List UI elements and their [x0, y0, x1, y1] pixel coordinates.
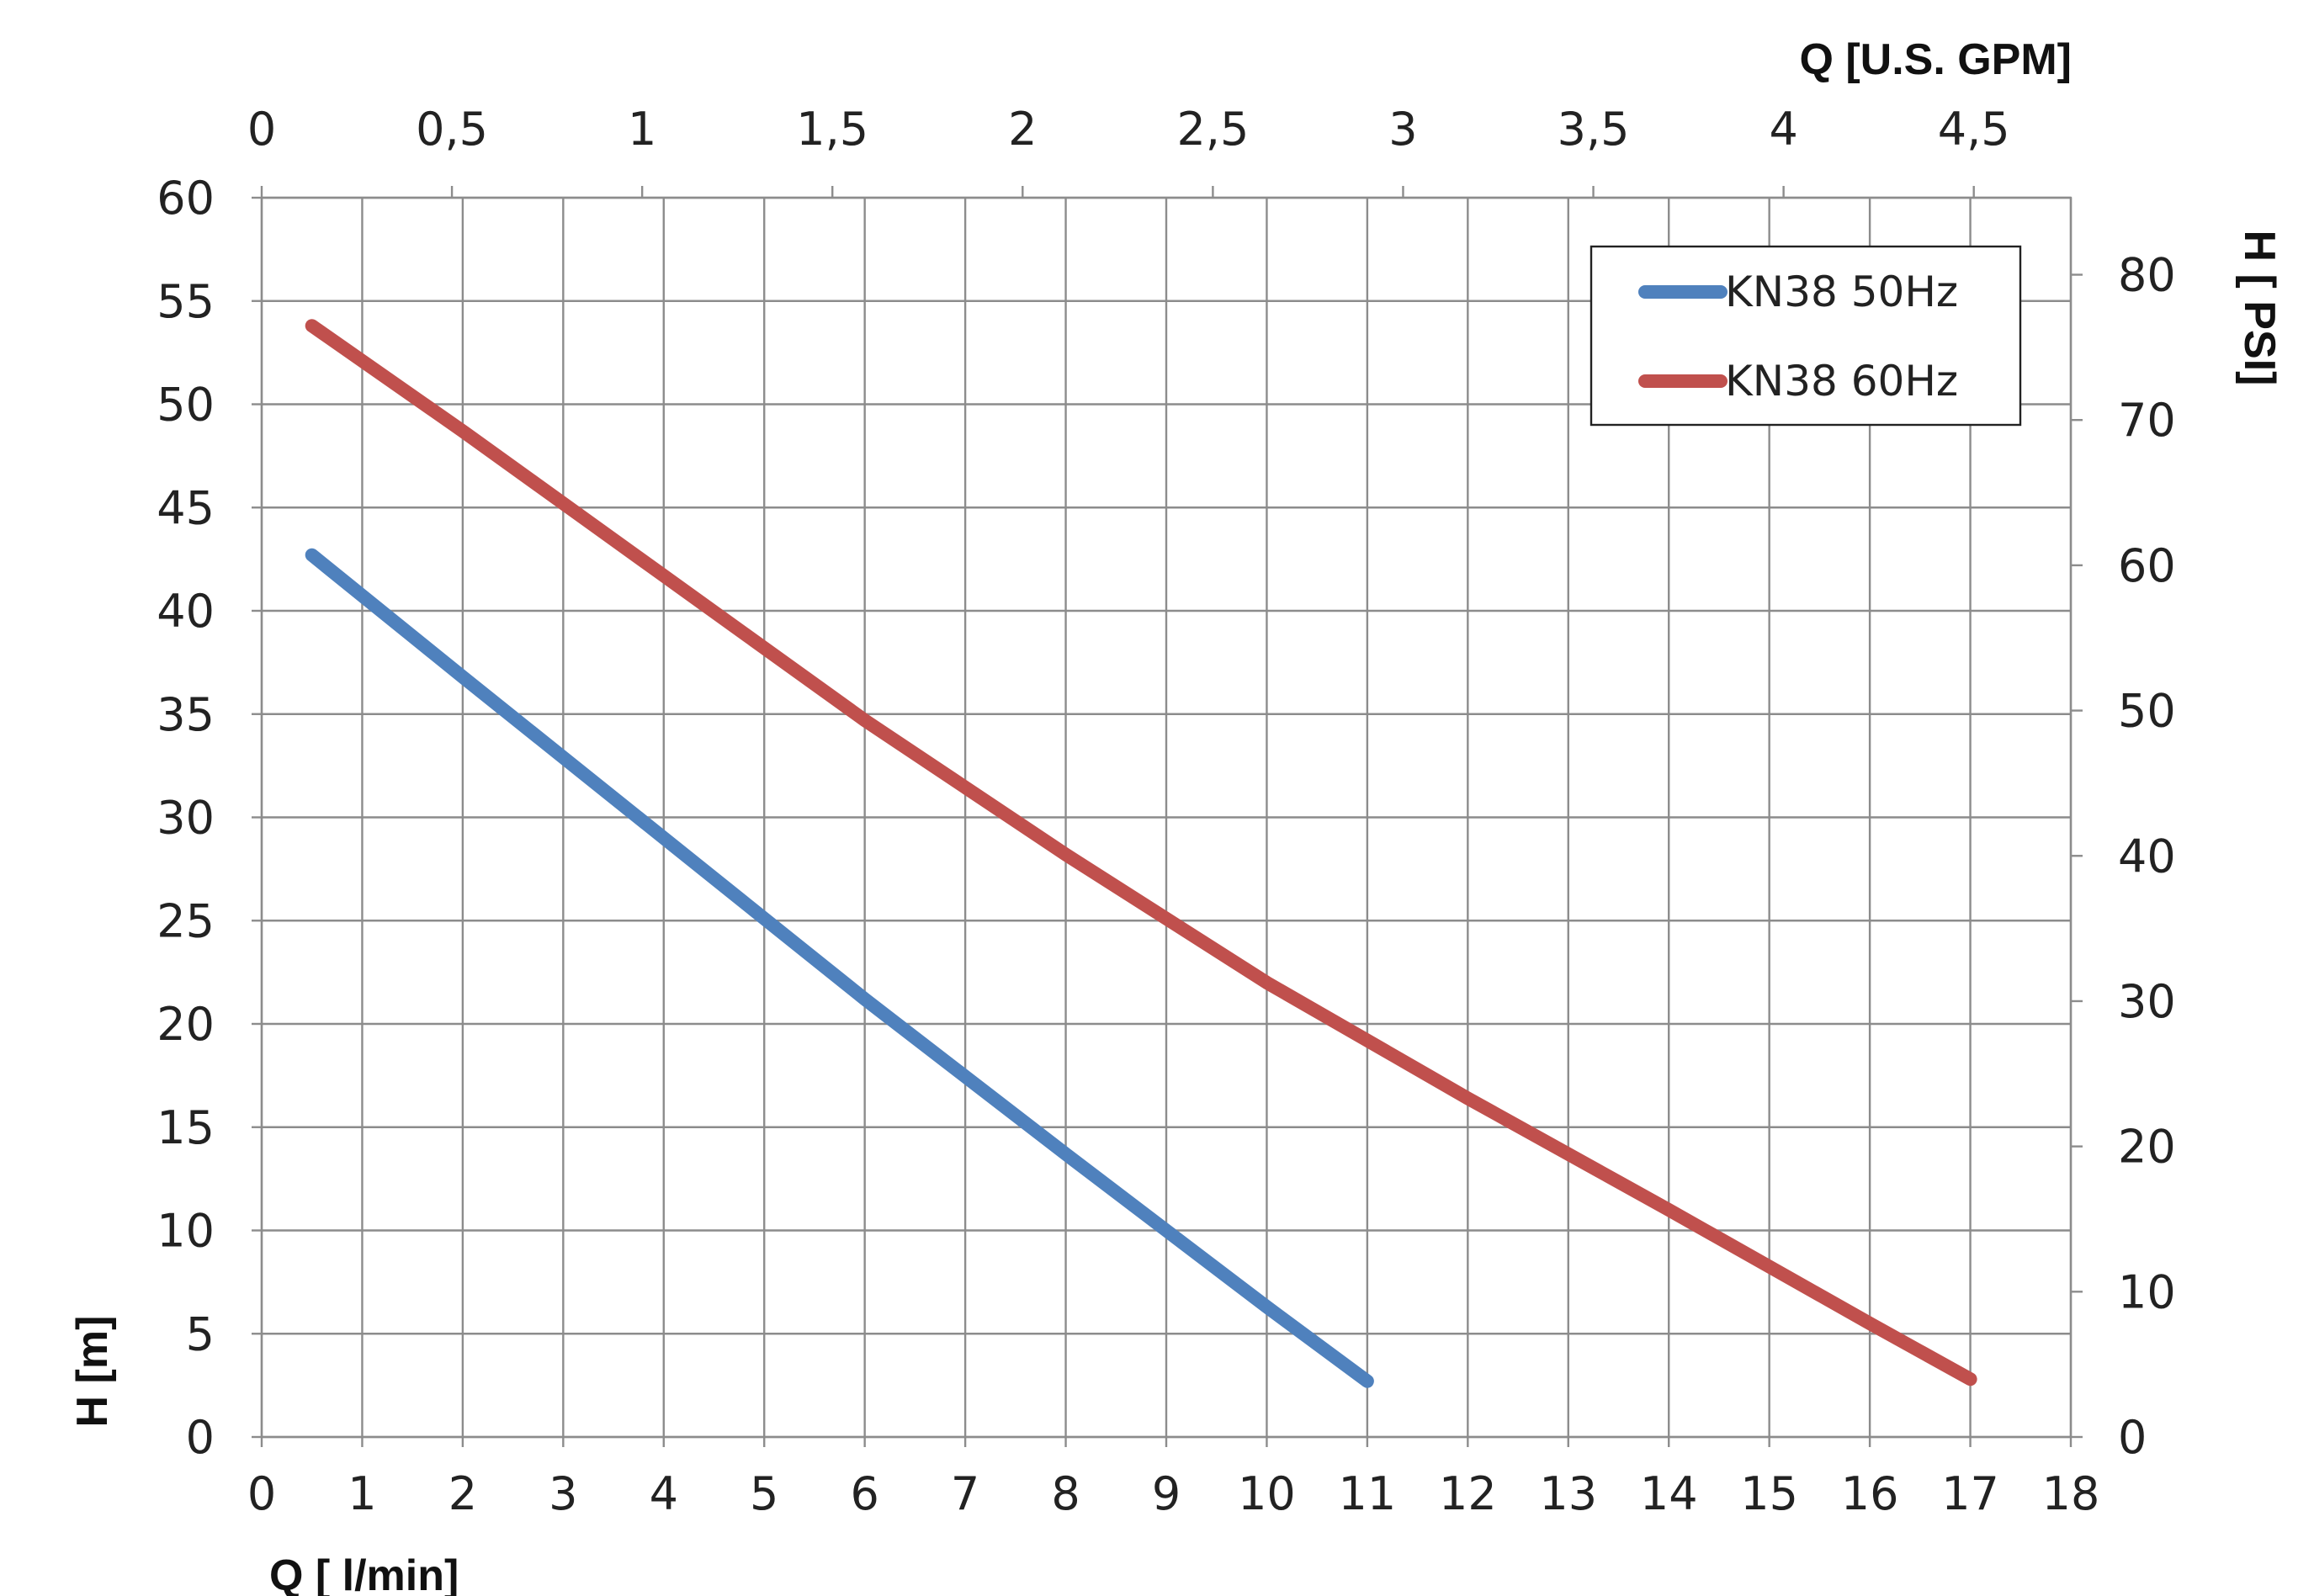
- series-lines: [305, 319, 1977, 1388]
- x-bottom-tick-label: 6: [850, 1467, 878, 1520]
- y-left-tick-label: 60: [157, 172, 215, 225]
- x-bottom-tick-label: 2: [448, 1467, 477, 1520]
- x-top-tick-label: 0: [247, 103, 276, 156]
- x-bottom-tick-label: 9: [1152, 1467, 1181, 1520]
- x-top-tick-label: 3,5: [1558, 103, 1630, 156]
- x-bottom-tick-label: 7: [951, 1467, 979, 1520]
- x-top-tick-label: 0,5: [416, 103, 488, 156]
- x-bottom-tick-label: 3: [549, 1467, 577, 1520]
- axes: [252, 186, 2083, 1447]
- y-right-tick-label: 40: [2118, 830, 2176, 883]
- x-bottom-tick-label: 16: [1841, 1467, 1899, 1520]
- x-bottom-tick-label: 11: [1339, 1467, 1397, 1520]
- y-right-tick-label: 50: [2118, 685, 2176, 738]
- legend: KN38 50Hz KN38 60Hz: [1590, 245, 2022, 427]
- x-top-tick-label: 3: [1388, 103, 1417, 156]
- series-line-50hz: [305, 548, 1374, 1388]
- y-left-axis-title: H [m]: [68, 1316, 117, 1428]
- y-right-tick-label: 20: [2118, 1121, 2176, 1174]
- y-right-axis-title: H [ PSI]: [2235, 231, 2284, 386]
- x-bottom-tick-label: 14: [1640, 1467, 1698, 1520]
- y-left-tick-label: 25: [157, 894, 215, 947]
- x-top-tick-label: 4,5: [1938, 103, 2010, 156]
- y-left-tick-label: 0: [186, 1411, 215, 1464]
- x-top-tick-label: 1: [628, 103, 656, 156]
- x-top-tick-label: 1,5: [796, 103, 868, 156]
- legend-box: [1590, 245, 2022, 427]
- x-top-axis-title: Q [U.S. GPM]: [1799, 35, 2072, 84]
- y-left-tick-label: 10: [157, 1205, 215, 1258]
- x-bottom-tick-label: 18: [2042, 1467, 2100, 1520]
- x-bottom-tick-label: 10: [1238, 1467, 1296, 1520]
- x-bottom-tick-label: 1: [348, 1467, 376, 1520]
- legend-label-60hz: KN38 60Hz: [1725, 357, 1958, 406]
- y-left-tick-label: 30: [157, 792, 215, 845]
- x-bottom-tick-label: 5: [750, 1467, 778, 1520]
- x-bottom-tick-label: 8: [1051, 1467, 1080, 1520]
- y-right-tick-label: 60: [2118, 539, 2176, 592]
- x-bottom-tick-label: 15: [1740, 1467, 1798, 1520]
- y-left-tick-label: 45: [157, 481, 215, 534]
- y-left-tick-label: 15: [157, 1101, 215, 1154]
- y-right-tick-label: 80: [2118, 249, 2176, 302]
- plot-frame: [260, 196, 2073, 1439]
- x-top-tick-label: 4: [1769, 103, 1797, 156]
- tick-labels: 0 1 2 3 4 5 6 7 8 9 10 11 12 13 14 15 16 17 18051015202530…: [157, 103, 2175, 1520]
- series-line-60hz: [305, 319, 1977, 1387]
- y-left-tick-label: 55: [157, 275, 215, 328]
- y-left-tick-label: 35: [157, 688, 215, 741]
- x-bottom-tick-label: 4: [650, 1467, 678, 1520]
- x-top-tick-label: 2,5: [1176, 103, 1249, 156]
- x-bottom-tick-label: 13: [1539, 1467, 1597, 1520]
- x-bottom-axis-title: Q [ l/min]: [269, 1551, 459, 1596]
- y-right-tick-label: 70: [2118, 394, 2176, 447]
- y-right-tick-label: 30: [2118, 975, 2176, 1028]
- y-left-tick-label: 20: [157, 998, 215, 1051]
- x-bottom-tick-label: 0: [247, 1467, 276, 1520]
- y-left-tick-label: 50: [157, 379, 215, 432]
- y-right-tick-label: 10: [2118, 1265, 2176, 1318]
- x-top-tick-label: 2: [1008, 103, 1037, 156]
- y-right-tick-label: 0: [2118, 1411, 2147, 1464]
- y-left-tick-label: 40: [157, 585, 215, 638]
- x-bottom-tick-label: 12: [1439, 1467, 1497, 1520]
- legend-label-50hz: KN38 50Hz: [1725, 268, 1958, 316]
- y-left-tick-label: 5: [186, 1307, 215, 1360]
- x-bottom-tick-label: 17: [1941, 1467, 1999, 1520]
